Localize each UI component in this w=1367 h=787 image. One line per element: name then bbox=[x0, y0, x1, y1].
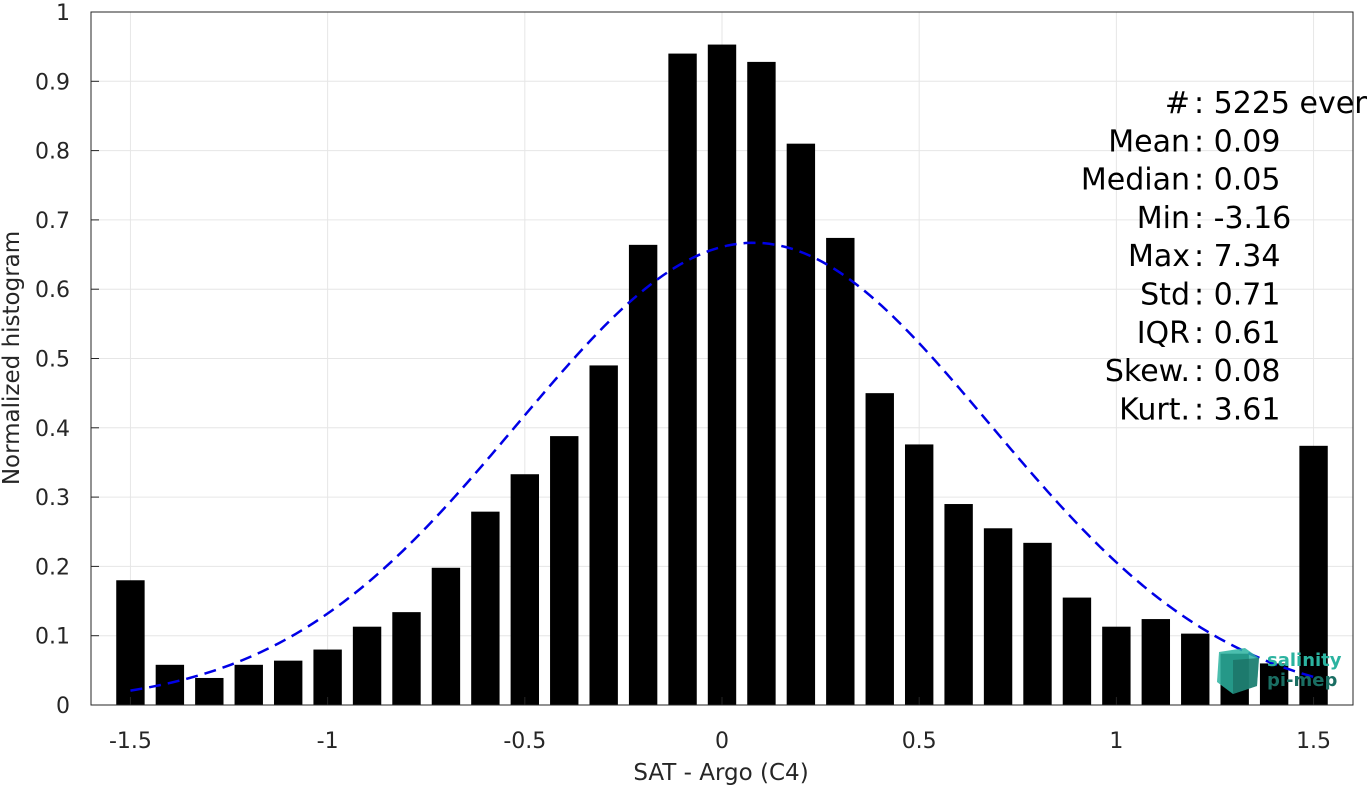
x-axis-ticks: -1.5 -1 -0.5 0 0.5 1 1.5 bbox=[109, 697, 1331, 754]
stats-value: : -3.16 bbox=[1194, 201, 1291, 236]
histogram-bar bbox=[471, 511, 500, 705]
stats-label: # bbox=[1165, 86, 1190, 121]
y-tick-label: 0.3 bbox=[35, 486, 70, 511]
histogram-bar bbox=[273, 660, 303, 705]
histogram-bar bbox=[195, 677, 224, 705]
stats-value: : 0.71 bbox=[1194, 278, 1280, 313]
histogram-bars bbox=[116, 44, 1328, 706]
histogram-bar bbox=[313, 649, 342, 705]
x-tick-label: -0.5 bbox=[503, 729, 546, 754]
histogram-bar bbox=[1102, 626, 1131, 705]
histogram-bar bbox=[1062, 597, 1092, 705]
stats-label: Kurt. bbox=[1119, 392, 1190, 427]
x-tick-label: 1.5 bbox=[1296, 729, 1331, 754]
histogram-bar bbox=[628, 244, 658, 705]
y-axis-ticks: 0 0.1 0.2 0.3 0.4 0.5 0.6 0.7 0.8 0.9 1 bbox=[35, 1, 99, 719]
stats-label: Skew. bbox=[1105, 354, 1190, 389]
logo-text-line1: salinity bbox=[1267, 650, 1342, 671]
stats-line: # : 5225 events bbox=[1165, 86, 1367, 121]
histogram-bar bbox=[747, 61, 776, 706]
logo-mark-shade bbox=[1233, 658, 1259, 694]
histogram-bar bbox=[707, 44, 737, 706]
stats-line: Kurt. : 3.61 bbox=[1119, 392, 1280, 427]
x-axis-label: SAT - Argo (C4) bbox=[633, 760, 808, 786]
stats-value: : 5225 events bbox=[1194, 86, 1367, 121]
y-tick-label: 0.4 bbox=[35, 417, 70, 442]
y-tick-label: 0.1 bbox=[35, 625, 70, 650]
histogram-bar bbox=[786, 143, 816, 706]
salinity-pimep-logo: salinity pi-mep bbox=[1217, 648, 1342, 694]
histogram-bar bbox=[904, 444, 934, 705]
y-tick-label: 0.7 bbox=[35, 209, 70, 234]
histogram-bar bbox=[865, 393, 894, 705]
y-tick-label: 0.9 bbox=[35, 70, 70, 95]
histogram-bar bbox=[1141, 619, 1171, 705]
histogram-bar bbox=[550, 436, 579, 705]
stats-label: Median bbox=[1081, 163, 1190, 198]
stats-value: : 0.61 bbox=[1194, 316, 1280, 351]
stats-value: : 3.61 bbox=[1194, 392, 1280, 427]
stats-label: Std bbox=[1140, 278, 1190, 313]
y-tick-label: 1 bbox=[56, 1, 70, 26]
x-tick-label: -1.5 bbox=[109, 729, 152, 754]
stats-label: Mean bbox=[1108, 124, 1190, 159]
x-tick-label: 0 bbox=[715, 729, 729, 754]
stats-label: Max bbox=[1128, 239, 1190, 274]
stats-line: Min : -3.16 bbox=[1137, 201, 1292, 236]
y-tick-label: 0.5 bbox=[35, 348, 70, 373]
histogram-bar bbox=[1023, 542, 1052, 705]
histogram-bar bbox=[1259, 663, 1289, 705]
histogram-bar bbox=[983, 528, 1013, 705]
x-tick-label: -1 bbox=[317, 729, 339, 754]
histogram-bar bbox=[352, 626, 382, 705]
x-tick-label: 0.5 bbox=[902, 729, 937, 754]
stats-value: : 0.09 bbox=[1194, 124, 1280, 159]
stats-line: Skew. : 0.08 bbox=[1105, 354, 1281, 389]
histogram-bar bbox=[668, 53, 697, 705]
histogram-bar bbox=[1299, 445, 1328, 705]
histogram-bar bbox=[116, 580, 145, 705]
stats-line: Mean : 0.09 bbox=[1108, 124, 1280, 159]
histogram-bar bbox=[234, 664, 263, 705]
stats-value: : 0.08 bbox=[1194, 354, 1280, 389]
histogram-bar bbox=[392, 612, 421, 705]
stats-line: IQR : 0.61 bbox=[1137, 316, 1281, 351]
stats-line: Median : 0.05 bbox=[1081, 163, 1281, 198]
histogram-bar bbox=[431, 567, 461, 705]
logo-text-line2: pi-mep bbox=[1267, 670, 1337, 691]
stats-value: : 0.05 bbox=[1194, 163, 1280, 198]
y-tick-label: 0.6 bbox=[35, 278, 70, 303]
stats-label: IQR bbox=[1137, 316, 1190, 351]
stats-label: Min bbox=[1137, 201, 1190, 236]
stats-value: : 7.34 bbox=[1194, 239, 1280, 274]
stats-line: Std : 0.71 bbox=[1140, 278, 1280, 313]
stats-line: Max : 7.34 bbox=[1128, 239, 1280, 274]
y-tick-label: 0.2 bbox=[35, 555, 70, 580]
histogram-bar bbox=[510, 474, 540, 705]
normal-fit-curve bbox=[130, 241, 1314, 692]
y-axis-label: Normalized histogram bbox=[0, 231, 25, 485]
y-tick-label: 0 bbox=[56, 694, 70, 719]
histogram-bar bbox=[1181, 633, 1210, 705]
histogram-bar bbox=[589, 365, 618, 705]
histogram-bar bbox=[944, 504, 973, 705]
histogram-bar bbox=[826, 237, 855, 705]
y-tick-label: 0.8 bbox=[35, 140, 70, 165]
x-tick-label: 1 bbox=[1109, 729, 1123, 754]
